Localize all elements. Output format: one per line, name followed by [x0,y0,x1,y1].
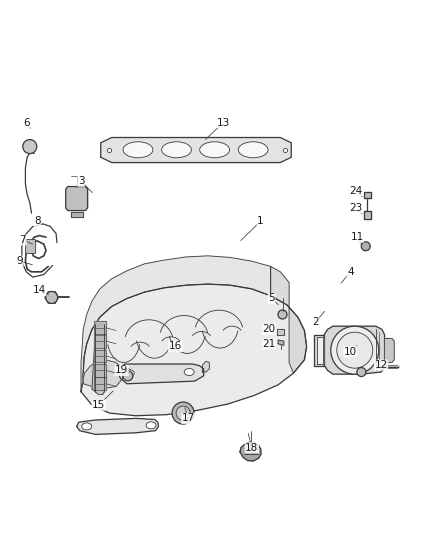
Text: 9: 9 [16,256,23,266]
Polygon shape [240,442,261,461]
Polygon shape [385,338,394,362]
Ellipse shape [146,422,156,429]
Text: 7: 7 [19,235,26,245]
Text: 19: 19 [115,366,128,375]
FancyBboxPatch shape [26,239,35,254]
Polygon shape [83,360,123,389]
Polygon shape [71,212,83,217]
Polygon shape [202,361,209,372]
Polygon shape [324,326,385,374]
Polygon shape [81,284,307,416]
Ellipse shape [357,368,366,376]
Polygon shape [94,377,106,390]
Ellipse shape [200,142,230,158]
Ellipse shape [278,310,287,319]
Text: 14: 14 [33,286,46,295]
Text: 12: 12 [374,360,388,370]
Text: 15: 15 [92,400,105,410]
Circle shape [331,326,379,374]
Polygon shape [81,256,271,392]
Ellipse shape [184,368,194,376]
Text: 17: 17 [182,414,195,423]
Text: 13: 13 [217,118,230,127]
Polygon shape [317,337,323,364]
Circle shape [337,332,373,368]
Text: 23: 23 [349,203,362,213]
Polygon shape [364,192,371,198]
Text: 8: 8 [34,216,41,226]
Polygon shape [101,138,291,163]
Ellipse shape [176,406,190,420]
Ellipse shape [82,423,92,430]
Polygon shape [277,329,284,335]
Polygon shape [77,418,159,434]
Text: 24: 24 [349,186,362,196]
Polygon shape [66,187,88,211]
Text: 3: 3 [78,176,85,186]
Text: 6: 6 [23,118,30,127]
Text: 20: 20 [262,325,276,334]
Text: 21: 21 [263,339,276,349]
Polygon shape [94,350,106,362]
Text: 1: 1 [257,216,264,226]
Ellipse shape [172,402,194,424]
Text: 10: 10 [344,347,357,357]
Polygon shape [364,211,371,219]
Ellipse shape [238,142,268,158]
Polygon shape [271,266,307,373]
Ellipse shape [46,292,58,303]
Polygon shape [94,321,106,334]
Polygon shape [92,324,105,394]
Text: 5: 5 [268,294,275,303]
Ellipse shape [123,371,133,381]
Polygon shape [314,335,324,366]
Polygon shape [94,364,106,377]
Ellipse shape [162,142,191,158]
Text: 11: 11 [350,232,364,242]
Ellipse shape [124,369,134,377]
Ellipse shape [123,142,153,158]
Text: 16: 16 [169,342,182,351]
Polygon shape [278,340,284,345]
Text: 4: 4 [347,267,354,277]
Circle shape [23,140,37,154]
Text: 18: 18 [245,443,258,453]
Polygon shape [118,364,204,384]
Ellipse shape [361,242,370,251]
Polygon shape [94,335,106,348]
Text: 2: 2 [312,318,319,327]
